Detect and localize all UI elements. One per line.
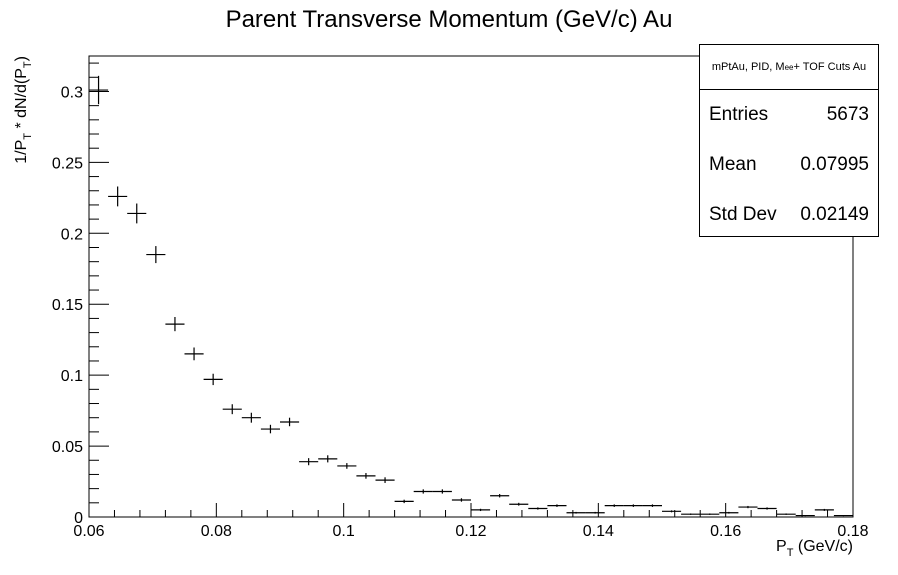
stats-label: Entries — [709, 104, 769, 125]
data-point — [184, 347, 204, 361]
data-point — [833, 514, 853, 517]
x-tick-label: 0.06 — [73, 523, 104, 540]
data-point — [89, 75, 109, 105]
y-tick-label: 0.3 — [61, 84, 83, 101]
data-point — [623, 504, 643, 507]
data-point — [681, 513, 701, 515]
data-point — [413, 489, 433, 494]
data-point — [471, 508, 491, 512]
data-point — [509, 502, 529, 506]
data-point — [375, 477, 395, 483]
data-point — [318, 455, 338, 463]
x-tick-label: 0.12 — [455, 523, 486, 540]
stats-label: Mean — [709, 154, 757, 175]
data-point — [299, 458, 319, 466]
data-point — [280, 417, 300, 427]
data-point — [719, 511, 739, 514]
stats-value: 0.02149 — [800, 204, 869, 225]
data-points — [89, 75, 853, 517]
x-tick-label: 0.16 — [710, 523, 741, 540]
y-tick-label: 0.15 — [52, 297, 83, 314]
stats-label: Std Dev — [709, 204, 777, 225]
x-tick-label: 0.14 — [583, 523, 614, 540]
data-point — [566, 511, 586, 514]
chart-title: Parent Transverse Momentum (GeV/c) Au — [226, 6, 673, 33]
x-axis-ticks: 0.06 0.08 0.1 0.12 0.14 0.16 0.18 — [73, 503, 869, 540]
data-point — [356, 473, 376, 479]
x-tick-label: 0.08 — [201, 523, 232, 540]
data-point — [738, 505, 758, 509]
y-tick-label: 0.2 — [61, 226, 83, 243]
y-tick-label: 0.1 — [61, 368, 83, 385]
stats-row-entries: Entries 5673 — [700, 90, 878, 140]
data-point — [776, 513, 796, 515]
data-point — [108, 186, 128, 207]
data-point — [241, 412, 261, 423]
data-point — [222, 404, 242, 415]
y-axis-label: 1/PT * dN/d(PT) — [13, 56, 34, 164]
data-point — [127, 203, 147, 224]
y-tick-label: 0 — [74, 510, 83, 527]
stats-value: 5673 — [826, 104, 869, 125]
data-point — [165, 316, 185, 332]
data-point — [337, 463, 357, 469]
y-tick-label: 0.05 — [52, 439, 83, 456]
data-point — [814, 508, 834, 511]
stats-value: 0.07995 — [800, 154, 869, 175]
stats-row-stddev: Std Dev 0.02149 — [700, 190, 878, 240]
data-point — [432, 489, 452, 494]
y-tick-label: 0.25 — [52, 155, 83, 172]
data-point — [642, 504, 662, 507]
data-point — [203, 373, 223, 386]
data-point — [757, 507, 777, 510]
data-point — [451, 498, 471, 502]
data-point — [490, 494, 510, 498]
data-point — [528, 507, 548, 510]
data-point — [700, 513, 720, 515]
data-point — [547, 504, 567, 507]
data-point — [585, 511, 605, 514]
data-point — [795, 514, 815, 517]
stats-row-mean: Mean 0.07995 — [700, 140, 878, 190]
data-point — [604, 504, 624, 507]
x-tick-label: 0.18 — [837, 523, 868, 540]
y-axis-ticks: 0 0.05 0.1 0.15 0.2 0.25 0.3 — [52, 62, 109, 527]
data-point — [394, 499, 414, 504]
x-axis-label: PT (GeV/c) — [776, 538, 853, 559]
data-point — [146, 246, 166, 264]
data-point — [260, 424, 280, 434]
data-point — [662, 510, 682, 513]
x-tick-label: 0.1 — [333, 523, 355, 540]
